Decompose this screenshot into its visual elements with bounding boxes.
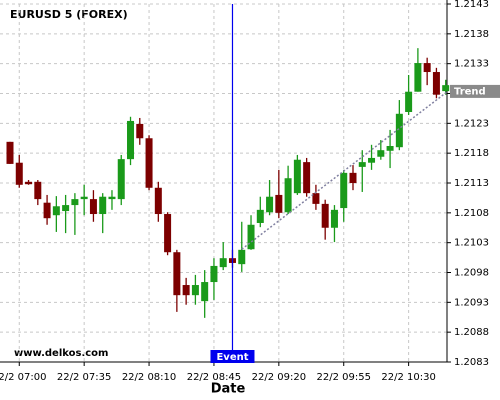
candle-body (340, 172, 348, 209)
trend-label-box (450, 84, 500, 98)
candle-body (414, 63, 422, 92)
candle-body (284, 178, 292, 213)
event-label: Event (216, 352, 248, 363)
candle-body (330, 209, 338, 228)
x-tick-label: 22/2 07:35 (57, 372, 111, 383)
y-tick-label: 1.2113 (454, 178, 489, 189)
x-tick-label: 22/2 10:30 (381, 372, 435, 383)
candle-body (219, 258, 227, 268)
candle-body (405, 91, 413, 112)
candle-body (368, 157, 376, 163)
y-tick-label: 1.2103 (454, 238, 489, 249)
x-tick-label: 22/2 07:00 (0, 372, 46, 383)
candle-body (377, 150, 385, 157)
candle-body (256, 209, 264, 223)
trend-label: Trend (454, 86, 486, 97)
candle-body (136, 123, 144, 139)
candle-body (266, 196, 274, 213)
plot-layer (0, 3, 447, 363)
candle-body (127, 120, 135, 160)
x-tick-label: 22/2 08:10 (122, 372, 176, 383)
candle-body (321, 203, 329, 228)
y-tick-label: 1.2093 (454, 297, 489, 308)
candle-body (173, 252, 181, 296)
chart-title: EURUSD 5 (FOREX) (10, 8, 128, 21)
candle-body (43, 202, 51, 219)
y-tick-label: 1.2098 (454, 268, 489, 279)
candle-body (349, 172, 357, 183)
candle-body (442, 85, 450, 92)
candle-body (182, 285, 190, 296)
y-tick-label: 1.2108 (454, 208, 489, 219)
x-tick-label: 22/2 08:45 (187, 372, 241, 383)
candle-body (71, 199, 79, 206)
trend-line (241, 91, 448, 250)
candle-body (80, 196, 88, 200)
candle-body (386, 146, 394, 151)
candle-body (191, 285, 199, 296)
x-tick-label: 22/2 09:20 (252, 372, 306, 383)
candle-body (358, 162, 366, 167)
y-tick-label: 1.2138 (454, 29, 489, 40)
candle-body (247, 224, 255, 250)
candle-body (275, 194, 283, 213)
candle-body (312, 193, 320, 204)
y-tick-label: 1.2118 (454, 148, 489, 159)
candle-body (154, 187, 162, 215)
candle-body (395, 113, 403, 148)
y-tick-label: 1.2088 (454, 327, 489, 338)
candle-body (108, 196, 116, 200)
candle-body (99, 196, 107, 215)
y-tick-label: 1.2143 (454, 0, 489, 10)
candle-body (62, 205, 70, 212)
y-tick-label: 1.2133 (454, 59, 489, 70)
x-tick-label: 22/2 09:55 (317, 372, 371, 383)
candle-body (52, 206, 60, 216)
y-tick-label: 1.2083 (454, 357, 489, 368)
candle-body (293, 159, 301, 194)
candle-body (423, 63, 431, 73)
candle-body (238, 249, 246, 265)
x-axis-label: Date (211, 382, 246, 397)
candle-body (432, 72, 440, 95)
candle-body (303, 162, 311, 194)
candle-body (201, 282, 209, 302)
y-tick-label: 1.2123 (454, 118, 489, 129)
candle-body (34, 181, 42, 200)
candle-body (25, 181, 33, 185)
candle-body (164, 214, 172, 253)
candle-body (89, 199, 97, 215)
candle-body (15, 162, 23, 185)
candle-body (6, 141, 14, 164)
event-label-box (210, 350, 255, 363)
candle-body (145, 138, 153, 188)
candle-body (210, 265, 218, 283)
candle-body (117, 159, 125, 200)
watermark: www.delkos.com (14, 348, 108, 359)
